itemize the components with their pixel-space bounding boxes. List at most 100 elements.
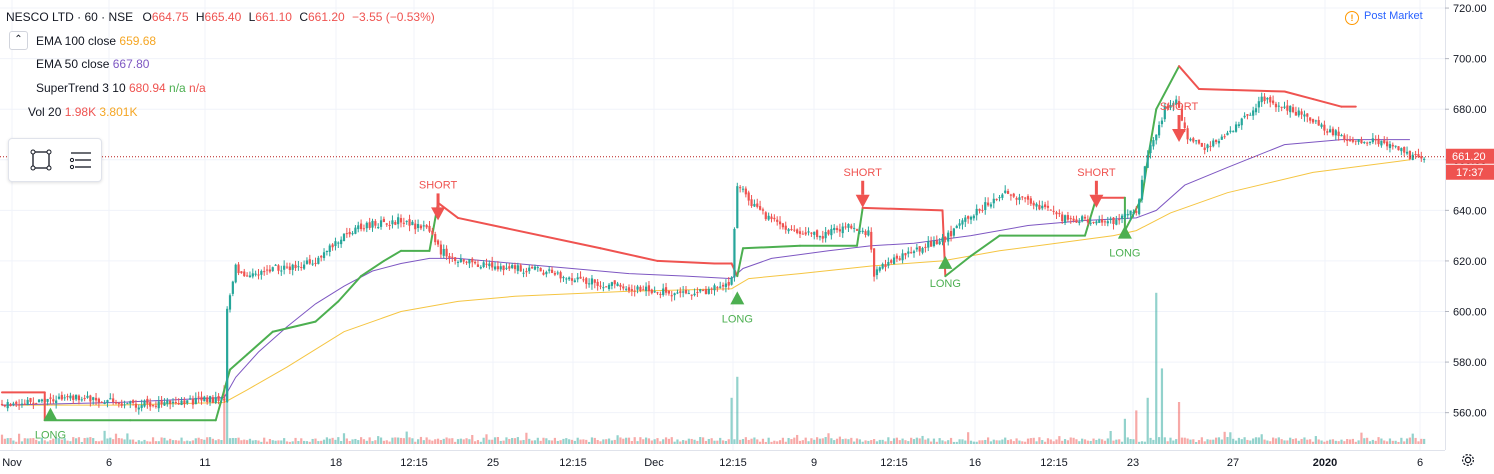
volume-bar (6, 438, 9, 444)
volume-bar (1163, 437, 1166, 444)
chevron-up-icon[interactable]: ⌃ (9, 31, 28, 50)
time-tick-label: 27 (1227, 457, 1239, 469)
volume-bar (1289, 437, 1292, 444)
volume-bar (1223, 431, 1226, 444)
volume-bar (322, 439, 326, 444)
volume-bar (471, 435, 474, 444)
volume-bar (434, 439, 437, 444)
volume-bar (94, 441, 98, 444)
candle-body (519, 265, 522, 272)
candle-body (528, 267, 531, 272)
candle-body (816, 230, 819, 237)
volume-bar (280, 440, 283, 444)
candle-body (89, 395, 92, 402)
volume-bar (220, 440, 223, 444)
candle-body (1009, 194, 1012, 196)
supertrend-segment (970, 234, 1001, 257)
time-tick-label: Nov (2, 457, 22, 469)
candle-body (223, 398, 226, 401)
short-arrow-stem (1094, 180, 1098, 195)
candle-body (394, 222, 397, 225)
volume-bar (226, 368, 229, 444)
volume-bar (633, 437, 636, 444)
volume-bar (952, 441, 955, 444)
candle-body (739, 187, 742, 189)
volume-bar (739, 439, 742, 444)
candle-body (961, 220, 964, 225)
candle-body (251, 273, 254, 277)
candle-body (582, 279, 585, 281)
short-arrow-icon (1172, 129, 1187, 143)
volume-bar (955, 441, 958, 444)
candle-body (1363, 142, 1366, 144)
volume-bar (764, 441, 767, 444)
candle-body (1197, 139, 1201, 144)
supertrend-segment (1198, 87, 1286, 93)
post-market-status[interactable]: ! Post Market (1345, 10, 1423, 25)
volume-bar (1283, 440, 1286, 444)
indicator-volume[interactable]: Vol 20 1.98K 3.801K (28, 105, 138, 119)
candle-body (1126, 214, 1129, 216)
volume-bar (143, 439, 146, 444)
volume-bar (585, 439, 588, 444)
candle-body (109, 398, 112, 400)
volume-bar (23, 438, 26, 444)
candle-body (838, 229, 841, 232)
candle-body (1095, 221, 1098, 224)
indicator-lines (1, 65, 1410, 422)
volume-bar (861, 441, 864, 444)
candle-body (625, 288, 628, 290)
candle-body (682, 291, 685, 293)
candle-body (607, 284, 611, 289)
indicator-supertrend[interactable]: SuperTrend 3 10 680.94 n/a n/a (36, 81, 206, 95)
candle-body (1260, 96, 1263, 103)
rectangle-select-icon[interactable] (27, 146, 55, 174)
volume-bar (308, 441, 311, 444)
candle-body (949, 231, 953, 237)
list-lines-icon[interactable] (67, 146, 95, 174)
volume-bar (1263, 439, 1266, 444)
volume-bar (895, 437, 898, 444)
candle-body (100, 402, 103, 404)
candle-body (1394, 145, 1397, 147)
indicator-ema50[interactable]: EMA 50 close 667.80 (36, 57, 150, 71)
volume-bar (391, 437, 394, 444)
candle-body (1006, 191, 1010, 194)
volume-bar (114, 433, 118, 444)
volume-bar (522, 439, 525, 444)
candle-body (855, 229, 859, 231)
volume-bar (1311, 441, 1315, 444)
candle-body (1186, 128, 1189, 140)
volume-bar (844, 438, 847, 444)
volume-bar (451, 438, 454, 444)
candle-body (454, 257, 457, 262)
volume-bar (37, 441, 41, 444)
volume-bar (1386, 441, 1389, 444)
candle-body (827, 230, 830, 235)
volume-bar (702, 437, 705, 444)
candle-body (83, 398, 86, 400)
candle-body (1223, 136, 1226, 138)
volume-bar (1138, 441, 1141, 444)
candle-body (1177, 101, 1181, 108)
candle-body (200, 396, 203, 401)
candle-body (1348, 139, 1352, 141)
volume-bar (630, 441, 633, 444)
volume-bar (568, 439, 571, 444)
candle-body (468, 259, 471, 264)
volume-bar (967, 432, 970, 444)
candle-body (417, 224, 420, 228)
volume-bar (1072, 437, 1075, 444)
candle-body (1061, 214, 1064, 222)
candle-body (140, 405, 143, 408)
volume-bar (1351, 438, 1354, 444)
candle-body (114, 402, 118, 404)
volume-bar (1391, 440, 1394, 444)
gear-icon[interactable] (1460, 452, 1476, 468)
volume-bar (915, 437, 918, 444)
candle-body (280, 270, 283, 272)
supertrend-segment (246, 330, 274, 356)
candle-body (1329, 129, 1332, 133)
indicator-ema100[interactable]: EMA 100 close 659.68 (36, 34, 157, 48)
